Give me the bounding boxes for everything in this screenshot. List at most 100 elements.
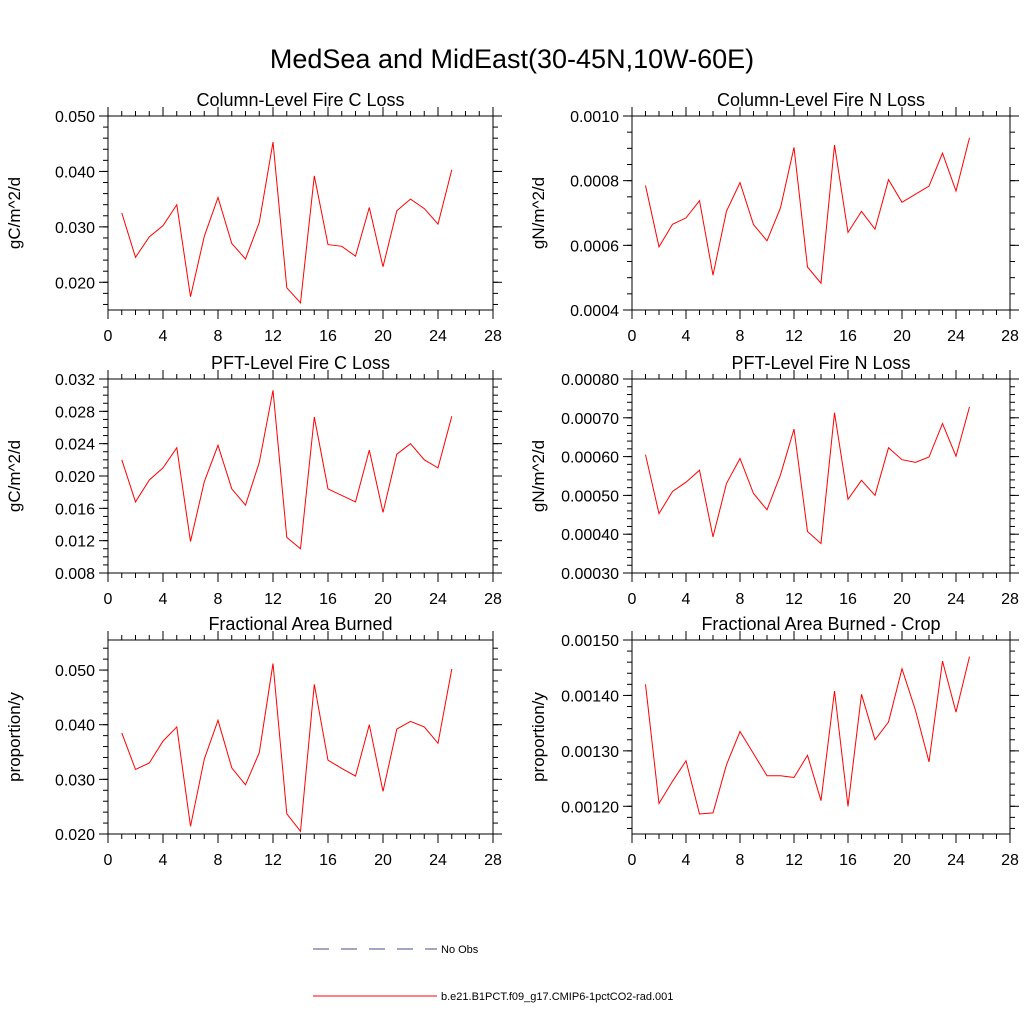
x-tick-label: 8 bbox=[736, 591, 745, 608]
x-tick-label: 4 bbox=[682, 591, 691, 608]
x-tick-label: 28 bbox=[1001, 852, 1019, 869]
y-axis-label: gC/m^2/d bbox=[5, 177, 24, 249]
x-tick-label: 12 bbox=[785, 328, 803, 345]
x-tick-label: 8 bbox=[214, 328, 223, 345]
y-tick-label: 0.040 bbox=[55, 718, 95, 735]
panels: Column-Level Fire C Loss gC/m^2/d 0 4 8 12 16 2… bbox=[5, 90, 1019, 869]
x-tick-label: 12 bbox=[264, 328, 282, 345]
x-tick-label: 24 bbox=[429, 328, 447, 345]
x-tick-label: 8 bbox=[736, 328, 745, 345]
x-tick-label: 4 bbox=[682, 852, 691, 869]
chart-panel-2: Column-Level Fire N Loss gN/m^2/d 0 4 8 12 16 2… bbox=[529, 90, 1019, 345]
chart-panel-5: Fractional Area Burned proportion/y 0 4 8 12 1… bbox=[5, 614, 502, 869]
legend-label-no-obs: No Obs bbox=[441, 944, 479, 956]
x-tick-label: 8 bbox=[736, 852, 745, 869]
x-tick-label: 28 bbox=[484, 852, 502, 869]
y-tick-label: 0.008 bbox=[55, 566, 95, 583]
x-tick-label: 16 bbox=[319, 591, 337, 608]
chart-title: Fractional Area Burned bbox=[208, 614, 392, 634]
y-tick-label: 0.050 bbox=[55, 663, 95, 680]
y-tick-label: 0.032 bbox=[55, 372, 95, 389]
y-tick-label: 0.030 bbox=[55, 772, 95, 789]
y-tick-label: 0.00040 bbox=[561, 527, 619, 544]
y-axis-label: gN/m^2/d bbox=[529, 440, 548, 512]
figure-title: MedSea and MidEast(30-45N,10W-60E) bbox=[270, 44, 754, 74]
x-tick-label: 4 bbox=[159, 591, 168, 608]
chart-title: Fractional Area Burned - Crop bbox=[701, 614, 940, 634]
y-tick-label: 0.020 bbox=[55, 275, 95, 292]
chart-panel-3: PFT-Level Fire C Loss gC/m^2/d 0 4 8 12 16 20 24… bbox=[5, 353, 502, 608]
x-tick-label: 28 bbox=[1001, 328, 1019, 345]
y-tick-label: 0.012 bbox=[55, 534, 95, 551]
x-tick-label: 0 bbox=[104, 591, 113, 608]
y-tick-label: 0.00030 bbox=[561, 566, 619, 583]
y-tick-label: 0.024 bbox=[55, 437, 95, 454]
x-tick-label: 28 bbox=[484, 328, 502, 345]
chart-panel-4: PFT-Level Fire N Loss gN/m^2/d 0 4 8 12 16 20 24… bbox=[529, 353, 1019, 608]
y-tick-label: 0.00140 bbox=[561, 688, 619, 705]
x-tick-label: 16 bbox=[839, 591, 857, 608]
y-tick-label: 0.00080 bbox=[561, 372, 619, 389]
chart-panel-6: Fractional Area Burned - Crop proportion/… bbox=[529, 614, 1019, 869]
plot-frame bbox=[107, 115, 494, 311]
y-tick-label: 0.030 bbox=[55, 220, 95, 237]
x-tick-label: 20 bbox=[374, 591, 392, 608]
plot-frame bbox=[107, 378, 494, 574]
y-tick-label: 0.0006 bbox=[570, 238, 619, 255]
y-tick-label: 0.00150 bbox=[561, 633, 619, 650]
x-tick-label: 20 bbox=[893, 852, 911, 869]
series-line bbox=[645, 406, 970, 545]
x-tick-label: 28 bbox=[484, 591, 502, 608]
plot-frame bbox=[631, 639, 1011, 835]
chart-title: PFT-Level Fire N Loss bbox=[731, 353, 910, 373]
x-tick-label: 0 bbox=[628, 328, 637, 345]
x-tick-label: 0 bbox=[104, 328, 113, 345]
series-line bbox=[121, 142, 453, 304]
x-tick-label: 16 bbox=[319, 328, 337, 345]
x-tick-label: 24 bbox=[947, 328, 965, 345]
x-tick-label: 12 bbox=[785, 591, 803, 608]
x-tick-label: 0 bbox=[628, 852, 637, 869]
y-tick-label: 0.040 bbox=[55, 164, 95, 181]
x-tick-label: 4 bbox=[159, 328, 168, 345]
y-tick-label: 0.0008 bbox=[570, 174, 619, 191]
x-tick-label: 20 bbox=[374, 328, 392, 345]
y-tick-label: 0.020 bbox=[55, 827, 95, 844]
y-tick-label: 0.050 bbox=[55, 109, 95, 126]
series-line bbox=[121, 390, 453, 550]
x-tick-label: 16 bbox=[319, 852, 337, 869]
x-tick-label: 4 bbox=[159, 852, 168, 869]
x-tick-label: 24 bbox=[429, 591, 447, 608]
series-line bbox=[645, 137, 970, 285]
chart-panel-1: Column-Level Fire C Loss gC/m^2/d 0 4 8 12 16 2… bbox=[5, 90, 502, 345]
x-tick-label: 16 bbox=[839, 852, 857, 869]
y-tick-label: 0.00060 bbox=[561, 450, 619, 467]
y-tick-label: 0.00050 bbox=[561, 488, 619, 505]
legend-entry-no-obs: No Obs bbox=[313, 944, 479, 956]
plot-frame bbox=[107, 639, 494, 835]
legend-entry-model-run: b.e21.B1PCT.f09_g17.CMIP6-1pctCO2-rad.00… bbox=[313, 991, 673, 1003]
y-tick-label: 0.028 bbox=[55, 404, 95, 421]
y-tick-label: 0.00070 bbox=[561, 411, 619, 428]
x-tick-label: 20 bbox=[374, 852, 392, 869]
chart-title: Column-Level Fire N Loss bbox=[717, 90, 925, 110]
x-tick-label: 24 bbox=[947, 852, 965, 869]
x-tick-label: 12 bbox=[264, 852, 282, 869]
y-tick-label: 0.00130 bbox=[561, 744, 619, 761]
x-tick-label: 12 bbox=[264, 591, 282, 608]
x-tick-label: 24 bbox=[429, 852, 447, 869]
x-tick-label: 24 bbox=[947, 591, 965, 608]
x-tick-label: 28 bbox=[1001, 591, 1019, 608]
x-tick-label: 8 bbox=[214, 852, 223, 869]
x-tick-label: 0 bbox=[628, 591, 637, 608]
legend-label-model-run: b.e21.B1PCT.f09_g17.CMIP6-1pctCO2-rad.00… bbox=[441, 991, 673, 1003]
x-tick-label: 4 bbox=[682, 328, 691, 345]
y-tick-label: 0.0010 bbox=[570, 109, 619, 126]
x-tick-label: 16 bbox=[839, 328, 857, 345]
chart-title: Column-Level Fire C Loss bbox=[196, 90, 404, 110]
y-tick-label: 0.0004 bbox=[570, 303, 619, 320]
y-axis-label: proportion/y bbox=[529, 692, 548, 782]
y-axis-label: gC/m^2/d bbox=[5, 440, 24, 512]
series-line bbox=[645, 656, 970, 815]
